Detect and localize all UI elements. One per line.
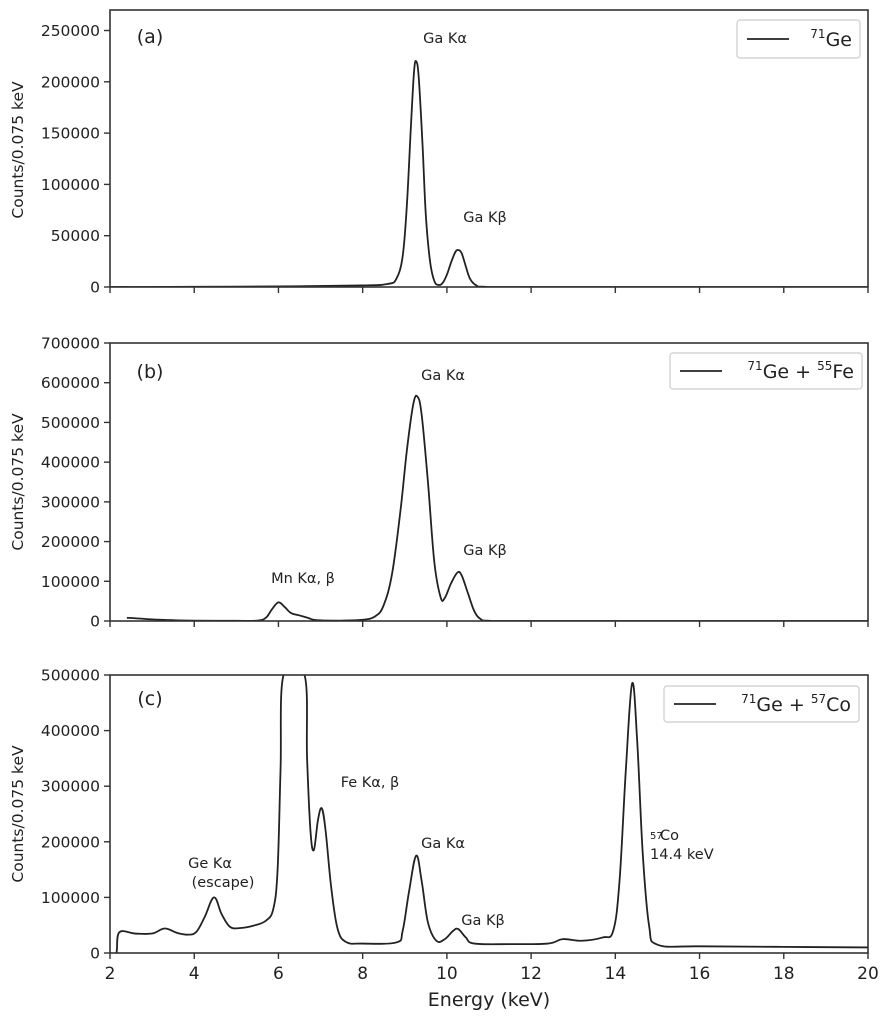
plot-frame-c — [109, 674, 869, 954]
y-tick-label: 0 — [90, 279, 100, 297]
y-tick-label: 50000 — [51, 227, 100, 245]
y-tick-label: 400000 — [41, 454, 100, 472]
y-tick-label: 100000 — [41, 573, 100, 591]
peak-annotation: (escape) — [192, 875, 255, 891]
legend-superscript: 71 — [741, 692, 756, 706]
legend-text: Ge + — [763, 361, 817, 383]
y-tick-label: 600000 — [41, 374, 100, 392]
y-tick-label: 150000 — [41, 125, 100, 143]
peak-annotation: Ge Kα — [188, 856, 232, 872]
spectrum-line-c — [110, 675, 868, 953]
peak-annotation: Ga Kα — [421, 368, 465, 384]
x-tick-label: 10 — [436, 964, 458, 984]
legend-text: Ge + — [756, 694, 810, 716]
peak-annotation: 14.4 keV — [650, 847, 714, 863]
x-tick-label: 18 — [773, 964, 795, 984]
panel-a: 0 50000 100000 150000 200000 250000 (a) 71Ge Ga … — [41, 9, 869, 297]
y-tick-label: 250000 — [41, 22, 100, 40]
x-tick-label: 20 — [857, 964, 879, 984]
spectrum-line-b — [126, 394, 868, 621]
plot-frame-b — [109, 342, 869, 622]
y-tick-label: 200000 — [41, 533, 100, 551]
peak-annotation: Fe Kα, β — [341, 775, 400, 791]
legend-label: 71Ge — [810, 27, 852, 51]
spectrum-line-a — [110, 60, 868, 287]
y-tick-label: 300000 — [41, 778, 100, 796]
legend-label: 71Ge + 57Co — [741, 692, 851, 716]
y-tick-label: 500000 — [41, 667, 100, 685]
x-tick-label: 2 — [105, 964, 116, 984]
panel-label: (a) — [137, 26, 163, 48]
legend-superscript: 55 — [817, 359, 832, 373]
y-tick-label: 300000 — [41, 493, 100, 511]
peak-annotation: Ga Kβ — [463, 210, 507, 226]
panel-b: 0 100000 200000 300000 400000 500000 600000 700… — [41, 335, 869, 631]
legend-box-a — [736, 19, 861, 59]
legend-box-b — [669, 352, 863, 390]
legend-superscript: 57 — [811, 692, 826, 706]
plot-frame-a — [109, 9, 869, 288]
x-tick-label: 8 — [357, 964, 368, 984]
y-tick-label: 0 — [90, 613, 100, 631]
legend-text: Co — [826, 694, 851, 716]
peak-annotation: Mn Kα, β — [271, 571, 335, 587]
y-axis-label-c: Counts/0.075 keV — [9, 745, 27, 883]
panel-c: 2 4 6 8 10 12 14 16 18 20 0 100000 200000 300000 40000… — [41, 667, 879, 985]
y-tick-label: 200000 — [41, 73, 100, 91]
panel-label: (b) — [137, 361, 164, 383]
y-tick-label: 200000 — [41, 833, 100, 851]
y-tick-label: 700000 — [41, 335, 100, 353]
legend-text: Fe — [832, 361, 854, 383]
y-tick-label: 400000 — [41, 722, 100, 740]
x-tick-label: 4 — [189, 964, 200, 984]
y-tick-label: 100000 — [41, 889, 100, 907]
peak-annotation: Ga Kβ — [463, 543, 507, 559]
y-tick-label: 100000 — [41, 176, 100, 194]
y-tick-label: 0 — [90, 945, 100, 963]
legend-box-c — [663, 685, 860, 723]
x-tick-label: 14 — [605, 964, 627, 984]
y-axis-label-a: Counts/0.075 keV — [9, 81, 27, 219]
x-tick-label: 12 — [520, 964, 542, 984]
x-axis-label: Energy (keV) — [428, 989, 550, 1011]
panel-label: (c) — [137, 688, 162, 710]
peak-annotation: Ga Kα — [421, 836, 465, 852]
y-axis-label-b: Counts/0.075 keV — [9, 413, 27, 551]
x-tick-label: 6 — [273, 964, 284, 984]
y-tick-label: 500000 — [41, 414, 100, 432]
legend-label: 71Ge + 55Fe — [747, 359, 854, 383]
peak-annotation: Ga Kβ — [461, 913, 505, 929]
x-tick-label: 16 — [689, 964, 711, 984]
peak-annotation: Ga Kα — [423, 31, 467, 47]
legend-superscript: 71 — [810, 27, 825, 41]
peak-annotation: 57 — [650, 831, 663, 842]
peak-annotation: Co — [660, 828, 679, 844]
legend-text: Ge — [826, 29, 852, 51]
legend-superscript: 71 — [747, 359, 762, 373]
